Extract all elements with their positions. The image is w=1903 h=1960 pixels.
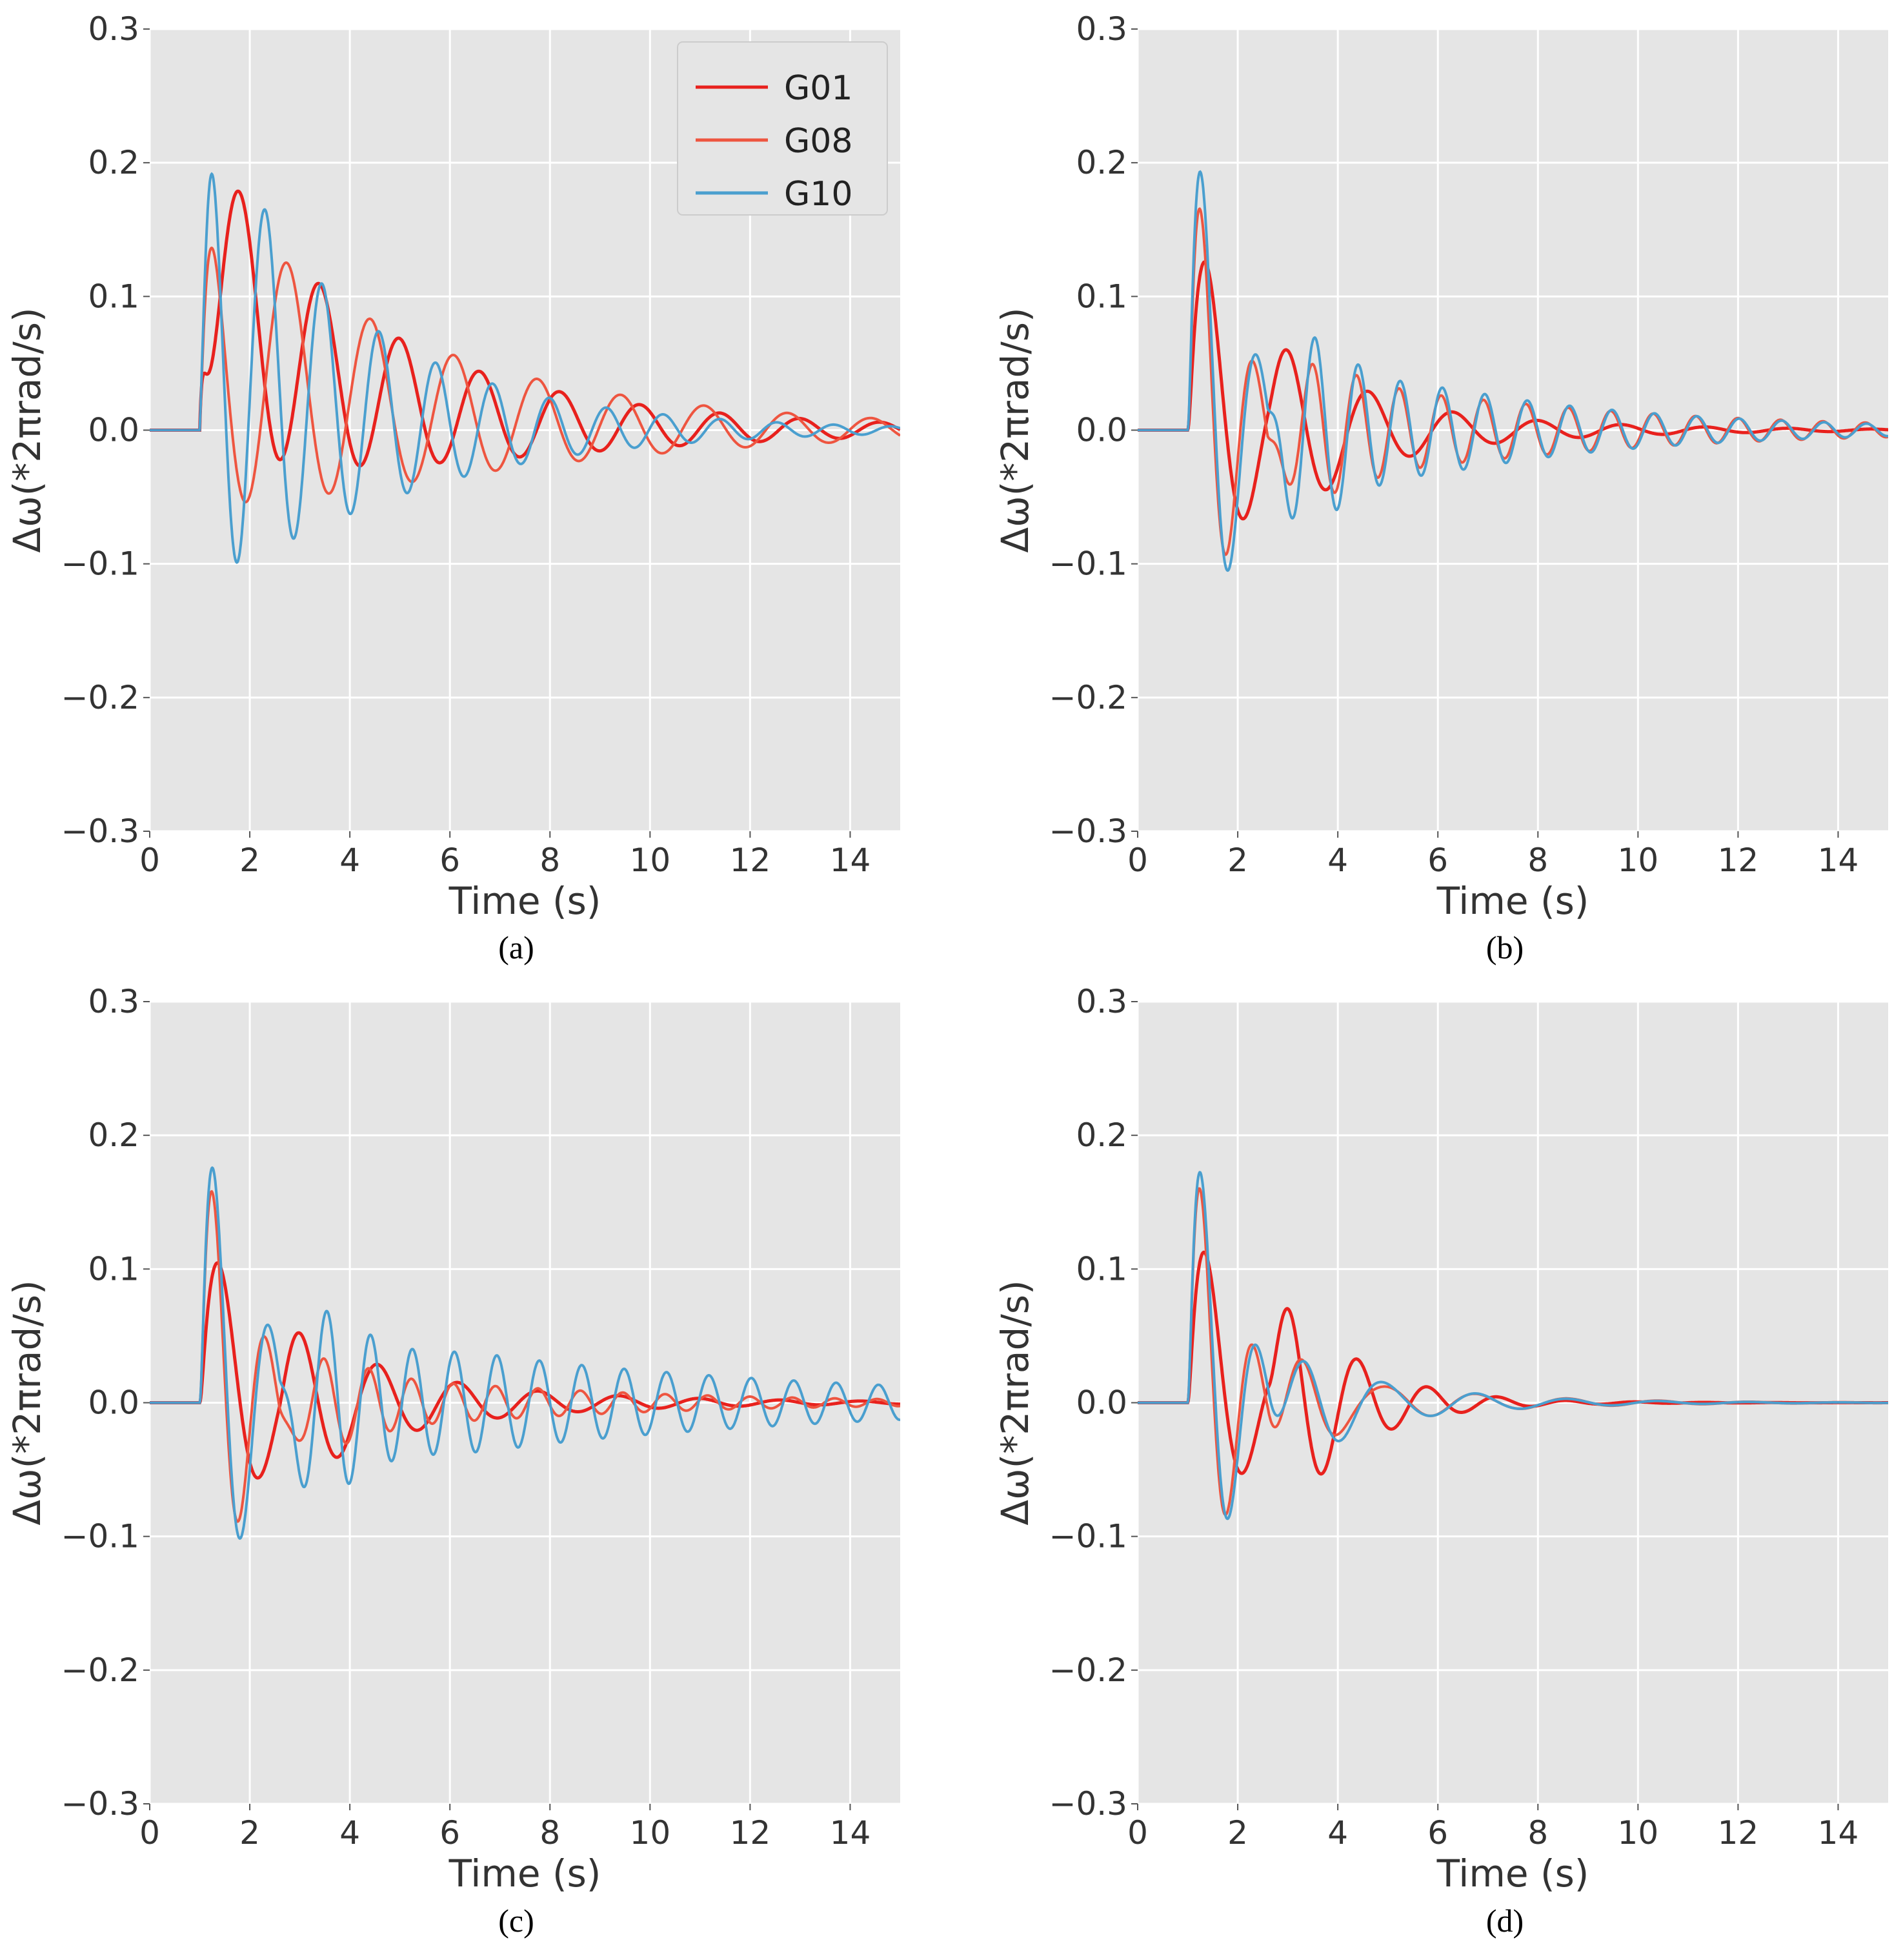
chart-panel-c: 0 2 4 6 8 10 12 14 −0.3 −0.2 −0.1 0.0 0.1 0.2 0.3 Time …	[5, 983, 900, 1939]
panel-caption: (d)	[1486, 1903, 1524, 1939]
x-tick-label: 10	[1618, 842, 1659, 879]
x-tick-label: 6	[439, 842, 460, 879]
x-tick-label: 10	[630, 842, 671, 879]
y-tick-label: 0.0	[1076, 412, 1127, 449]
y-tick-label: −0.2	[1049, 1652, 1127, 1689]
y-tick-label: 0.0	[88, 412, 139, 449]
series-line-g08	[150, 1189, 900, 1523]
y-axis-label: Δω(*2πrad/s)	[5, 1280, 49, 1525]
y-tick-label: −0.2	[61, 679, 139, 716]
series-line-g10	[1138, 170, 1888, 572]
y-tick-label: 0.3	[88, 10, 139, 48]
x-tick-label: 4	[339, 1814, 360, 1852]
x-tick-label: 12	[1718, 842, 1759, 879]
y-tick-label: 0.1	[1076, 278, 1127, 315]
series-line-g10	[1138, 1171, 1888, 1521]
y-tick-label: 0.1	[88, 1250, 139, 1288]
y-tick-label: −0.1	[61, 545, 139, 583]
y-tick-label: −0.2	[61, 1652, 139, 1689]
panel-caption: (a)	[498, 929, 534, 965]
y-tick-label: 0.2	[1076, 1116, 1127, 1154]
x-tick-label: 2	[239, 1814, 260, 1852]
x-tick-label: 2	[1227, 842, 1248, 879]
x-tick-label: 8	[1527, 842, 1548, 879]
legend: G01 G08 G10	[677, 41, 888, 216]
y-tick-label: 0.2	[88, 144, 139, 181]
x-tick-label: 0	[1127, 842, 1148, 879]
x-tick-label: 2	[239, 842, 260, 879]
x-tick-label: 4	[1327, 1814, 1348, 1852]
y-axis-label: Δω(*2πrad/s)	[993, 1280, 1037, 1525]
y-axis-label: Δω(*2πrad/s)	[5, 307, 49, 552]
y-tick-label: 0.2	[88, 1116, 139, 1154]
chart-panel-d: 0 2 4 6 8 10 12 14 −0.3 −0.2 −0.1 0.0 0.1 0.2 0.3 Time …	[993, 983, 1888, 1939]
y-tick-label: −0.3	[61, 813, 139, 850]
x-tick-label: 8	[1527, 1814, 1548, 1852]
x-tick-label: 14	[830, 842, 871, 879]
x-tick-label: 10	[1618, 1814, 1659, 1852]
x-tick-label: 6	[1427, 842, 1448, 879]
x-axis-label: Time (s)	[1436, 1852, 1589, 1895]
x-tick-label: 0	[1127, 1814, 1148, 1852]
y-tick-label: 0.3	[88, 983, 139, 1020]
x-tick-label: 14	[830, 1814, 871, 1852]
x-axis-label: Time (s)	[448, 879, 601, 923]
series-line-g01	[150, 1261, 900, 1480]
series-line-g01	[150, 189, 900, 468]
y-tick-label: 0.0	[88, 1384, 139, 1422]
y-tick-label: −0.3	[1049, 813, 1127, 850]
x-tick-label: 12	[1718, 1814, 1759, 1852]
x-axis-label: Time (s)	[1436, 879, 1589, 923]
y-tick-label: 0.3	[1076, 10, 1127, 48]
x-tick-label: 8	[539, 842, 560, 879]
x-tick-label: 8	[539, 1814, 560, 1852]
panel-caption: (c)	[498, 1903, 534, 1939]
x-tick-label: 4	[1327, 842, 1348, 879]
y-tick-label: −0.1	[61, 1518, 139, 1555]
x-tick-label: 2	[1227, 1814, 1248, 1852]
series-line-g10	[150, 172, 900, 564]
y-tick-label: −0.3	[1049, 1785, 1127, 1823]
y-tick-label: −0.1	[1049, 545, 1127, 583]
y-tick-label: 0.2	[1076, 144, 1127, 181]
x-tick-label: 12	[730, 842, 771, 879]
x-tick-label: 14	[1818, 842, 1859, 879]
y-tick-label: −0.1	[1049, 1518, 1127, 1555]
x-tick-label: 4	[339, 842, 360, 879]
y-tick-label: −0.2	[1049, 679, 1127, 716]
chart-panel-a: 0 2 4 6 8 10 12 14 −0.3 −0.2 −0.1 0.0 0.1 0.2 0.3 Time …	[5, 10, 900, 965]
y-tick-label: 0.3	[1076, 983, 1127, 1020]
legend-box	[677, 41, 888, 216]
y-tick-label: −0.3	[61, 1785, 139, 1823]
y-axis-label: Δω(*2πrad/s)	[993, 307, 1037, 552]
panel-caption: (b)	[1486, 929, 1524, 965]
x-axis-label: Time (s)	[448, 1852, 601, 1895]
legend-label-g01: G01	[784, 69, 852, 108]
x-tick-label: 12	[730, 1814, 771, 1852]
x-tick-label: 0	[139, 1814, 160, 1852]
legend-label-g08: G08	[784, 122, 852, 161]
x-tick-label: 10	[630, 1814, 671, 1852]
legend-label-g10: G10	[784, 175, 852, 214]
y-tick-label: 0.1	[88, 278, 139, 315]
y-tick-label: 0.0	[1076, 1384, 1127, 1422]
x-tick-label: 0	[139, 842, 160, 879]
x-tick-label: 6	[1427, 1814, 1448, 1852]
chart-panel-b: 0 2 4 6 8 10 12 14 −0.3 −0.2 −0.1 0.0 0.1 0.2 0.3 Time …	[993, 10, 1888, 965]
y-tick-label: 0.1	[1076, 1250, 1127, 1288]
x-tick-label: 6	[439, 1814, 460, 1852]
series-line-g10	[150, 1166, 900, 1540]
x-tick-label: 14	[1818, 1814, 1859, 1852]
series-line-g01	[1138, 260, 1888, 521]
